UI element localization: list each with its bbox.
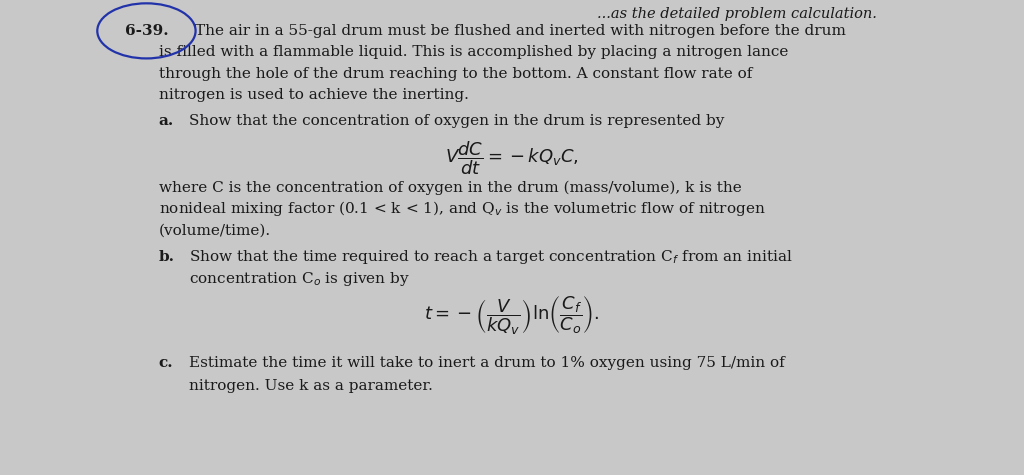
Text: (volume/time).: (volume/time). [159,223,270,238]
Text: through the hole of the drum reaching to the bottom. A constant flow rate of: through the hole of the drum reaching to… [159,66,752,81]
Text: $V\dfrac{dC}{dt} = -kQ_vC,$: $V\dfrac{dC}{dt} = -kQ_vC,$ [445,139,579,177]
Text: where C is the concentration of oxygen in the drum (mass/volume), k is the: where C is the concentration of oxygen i… [159,180,741,195]
Text: $t = -\left(\dfrac{V}{kQ_v}\right)\ln\!\left(\dfrac{C_f}{C_o}\right).$: $t = -\left(\dfrac{V}{kQ_v}\right)\ln\!\… [424,294,600,337]
Text: concentration C$_o$ is given by: concentration C$_o$ is given by [189,270,411,288]
Text: a.: a. [159,114,174,128]
Text: b.: b. [159,250,175,265]
Text: ...as the detailed problem calculation.: ...as the detailed problem calculation. [597,7,878,21]
Text: is filled with a flammable liquid. This is accomplished by placing a nitrogen la: is filled with a flammable liquid. This … [159,45,788,59]
Text: Estimate the time it will take to inert a drum to 1% oxygen using 75 L/min of: Estimate the time it will take to inert … [189,356,785,370]
Text: 6-39.: 6-39. [125,24,168,38]
Text: The air in a 55-gal drum must be flushed and inerted with nitrogen before the dr: The air in a 55-gal drum must be flushed… [195,24,846,38]
Text: c.: c. [159,356,173,370]
Text: Show that the time required to reach a target concentration C$_f$ from an initia: Show that the time required to reach a t… [189,248,794,266]
Text: nitrogen. Use k as a parameter.: nitrogen. Use k as a parameter. [189,379,433,393]
Text: nonideal mixing factor (0.1 < k < 1), and Q$_v$ is the volumetric flow of nitrog: nonideal mixing factor (0.1 < k < 1), an… [159,200,765,219]
Text: Show that the concentration of oxygen in the drum is represented by: Show that the concentration of oxygen in… [189,114,725,128]
Text: nitrogen is used to achieve the inerting.: nitrogen is used to achieve the inerting… [159,88,469,102]
